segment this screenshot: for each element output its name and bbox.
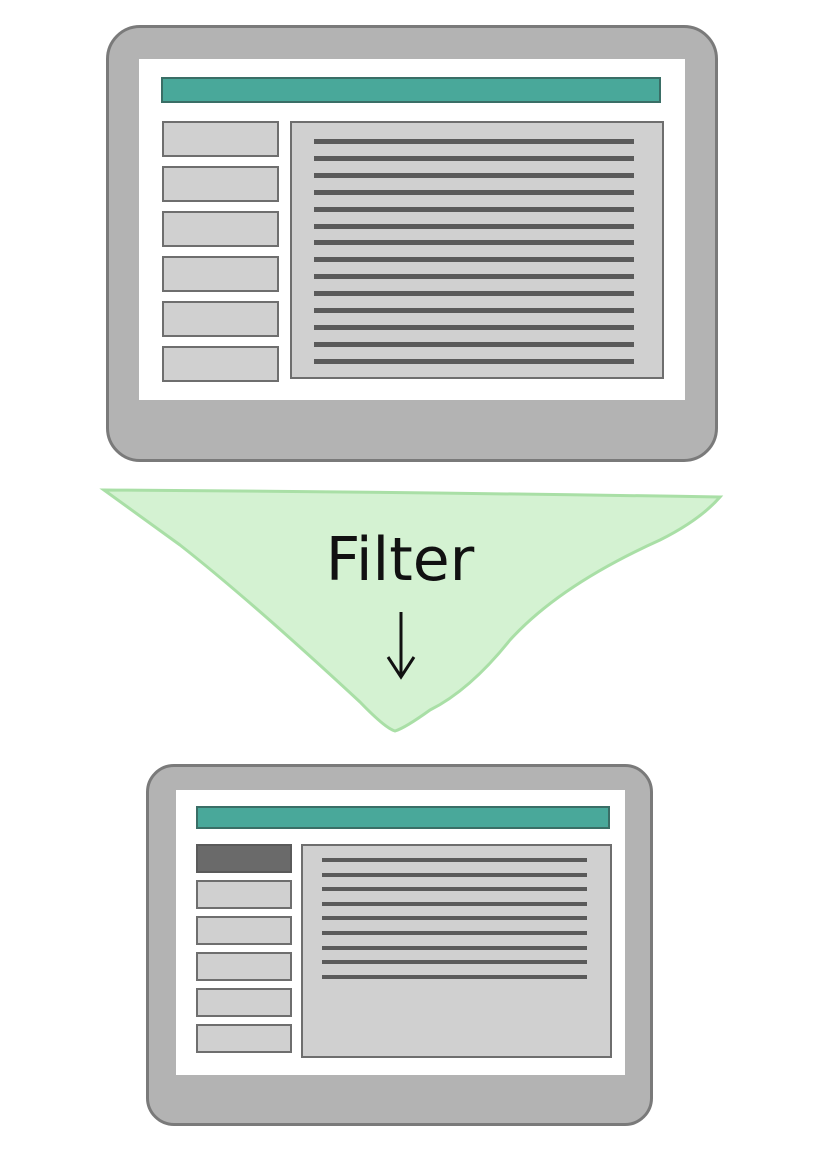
header-bar: [161, 77, 661, 103]
text-line: [322, 901, 587, 906]
text-line: [322, 945, 587, 950]
sidebar-item: [162, 211, 279, 247]
text-line: [322, 887, 587, 892]
sidebar-item: [196, 916, 292, 945]
text-line: [322, 872, 587, 877]
device-before: [106, 25, 718, 462]
text-line: [314, 257, 634, 263]
text-line: [314, 139, 634, 144]
sidebar-item: [162, 346, 279, 382]
text-line: [314, 172, 634, 178]
text-line: [314, 240, 634, 246]
sidebar-item: [162, 121, 279, 157]
text-line: [322, 931, 587, 935]
text-line: [314, 223, 634, 229]
sidebar-item: [196, 880, 292, 909]
header-bar: [196, 806, 610, 829]
sidebar-item: [196, 1024, 292, 1053]
text-line: [322, 974, 587, 979]
sidebar-item: [162, 256, 279, 292]
text-line: [314, 155, 634, 161]
text-line: [314, 206, 634, 212]
device-after: [146, 764, 653, 1126]
text-line: [322, 960, 587, 965]
funnel-shape: [99, 488, 724, 733]
text-line: [314, 308, 634, 313]
text-line: [314, 341, 634, 347]
text-line: [314, 274, 634, 280]
filter-label: Filter: [325, 525, 475, 595]
content-pane: [301, 844, 612, 1058]
screen-after: [176, 790, 625, 1075]
text-line: [322, 916, 587, 921]
text-line: [314, 324, 634, 330]
sidebar-item: [196, 952, 292, 981]
screen-before: [139, 59, 685, 400]
text-line: [314, 358, 634, 364]
down-arrow-icon: [386, 612, 416, 680]
text-line: [322, 858, 587, 862]
sidebar-item: [196, 844, 292, 873]
sidebar-item: [196, 988, 292, 1017]
content-pane: [290, 121, 664, 379]
text-line: [314, 291, 634, 297]
sidebar-item: [162, 166, 279, 202]
sidebar-item: [162, 301, 279, 337]
text-line: [314, 189, 634, 195]
